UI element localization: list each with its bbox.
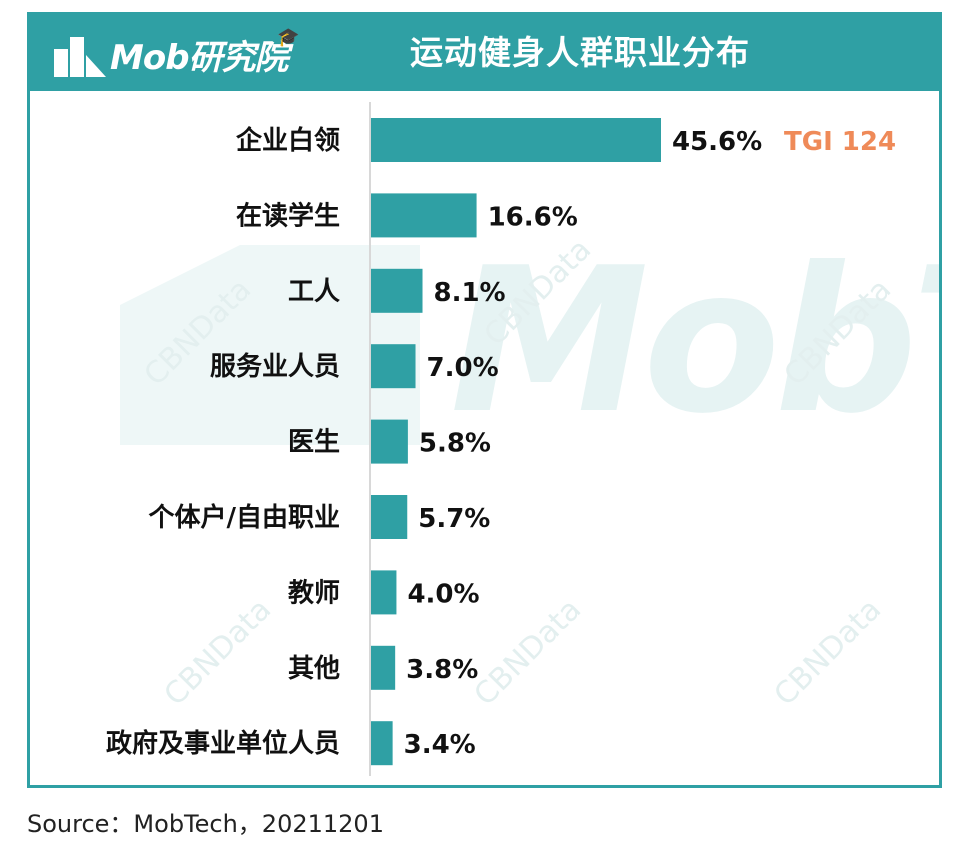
value-label: 7.0% bbox=[427, 353, 499, 383]
bar bbox=[371, 118, 661, 162]
bar bbox=[371, 645, 396, 690]
category-label: 在读学生 bbox=[236, 200, 340, 231]
category-label: 教师 bbox=[288, 578, 340, 608]
bar bbox=[371, 193, 477, 238]
value-label: 3.8% bbox=[406, 655, 478, 685]
value-label: 16.6% bbox=[488, 202, 578, 232]
tgi-annotation: TGI 124 bbox=[784, 127, 896, 157]
category-label: 个体户/自由职业 bbox=[149, 502, 341, 533]
value-label: 8.1% bbox=[434, 278, 506, 308]
category-label: 工人 bbox=[288, 277, 340, 307]
bar bbox=[371, 570, 397, 615]
value-label: 3.4% bbox=[404, 730, 476, 760]
logo-mark-icon bbox=[54, 31, 108, 77]
bar bbox=[371, 419, 408, 464]
source-note: Source：MobTech，20211201 bbox=[27, 810, 384, 838]
value-label: 5.8% bbox=[419, 429, 491, 459]
logo-text: Mob研究院 bbox=[110, 37, 289, 78]
bar bbox=[371, 495, 408, 539]
bar bbox=[371, 344, 416, 389]
category-label: 企业白领 bbox=[236, 125, 340, 156]
category-label: 服务业人员 bbox=[210, 352, 340, 382]
category-label: 医生 bbox=[288, 428, 340, 458]
value-label: 5.7% bbox=[418, 504, 490, 534]
mob-logo: Mob研究院 🎓 bbox=[54, 27, 300, 79]
chart-title: 运动健身人群职业分布 bbox=[410, 33, 750, 72]
category-label: 政府及事业单位人员 bbox=[106, 728, 340, 759]
header-bar: Mob研究院 🎓 运动健身人群职业分布 bbox=[30, 15, 939, 91]
category-label: 其他 bbox=[288, 654, 340, 684]
value-label: 45.6% bbox=[672, 127, 762, 157]
bar bbox=[371, 268, 423, 313]
bar bbox=[371, 721, 393, 766]
value-label: 4.0% bbox=[407, 579, 479, 609]
graduation-cap-icon: 🎓 bbox=[277, 27, 300, 48]
